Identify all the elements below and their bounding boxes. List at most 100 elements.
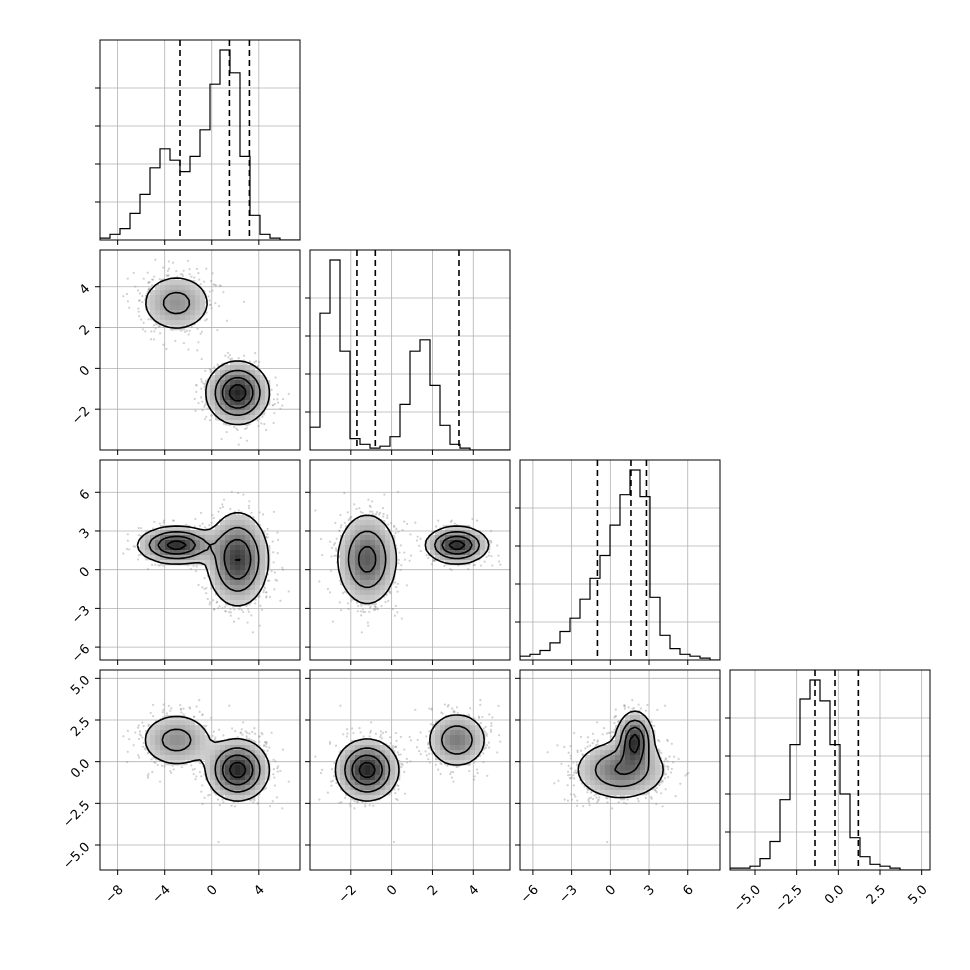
y-tick-label: 0 [77,363,93,379]
scatter-point [393,525,396,528]
density-cell [470,530,476,536]
density-cell [170,525,176,531]
scatter-point [229,611,232,614]
scatter-point [497,554,500,557]
scatter-point [152,527,155,530]
density-cell [470,555,476,561]
density-cell [260,390,266,396]
density-cell [265,395,271,401]
density-cell [200,300,206,306]
scatter-point [161,278,164,281]
scatter-point [382,515,385,518]
density-cell [470,545,476,551]
scatter-point [257,424,260,428]
scatter-point [396,590,399,593]
scatter-point [126,300,130,303]
density-cell [215,525,221,531]
scatter-point [229,358,232,361]
density-cell [155,310,161,316]
density-cell [185,310,191,316]
density-cell [250,520,256,526]
scatter-point [499,563,502,566]
scatter-point [329,569,333,572]
scatter-point [227,356,230,359]
scatter-point [213,283,216,286]
density-cell [185,545,191,551]
density-cell [355,540,361,546]
density-cell [340,535,346,541]
contour-line [148,526,260,592]
density-cell [225,520,231,526]
density-cell [155,550,161,556]
scatter-point [260,422,263,425]
scatter-point [346,511,349,514]
density-cell [440,535,446,541]
density-cell [430,550,436,556]
density-cell [195,305,201,311]
density-cell [340,540,346,546]
scatter-point [359,610,363,613]
scatter-point [262,588,266,592]
density-cell [220,555,226,561]
contour-line [228,384,247,402]
density-cell [345,565,351,571]
density-cell [190,300,196,306]
density-cell [220,545,226,551]
scatter-point [271,540,274,543]
density-cell [170,285,176,291]
scatter-point [273,411,276,415]
density-cell [230,570,236,576]
density-cell [220,415,226,421]
scatter-point [380,604,383,608]
scatter-point [396,611,399,614]
density-cell [225,560,231,566]
scatter-point [229,614,232,617]
scatter-point [378,513,381,516]
scatter-point [266,536,269,539]
scatter-point [182,341,186,345]
scatter-point [432,559,435,562]
scatter-point [397,562,400,565]
scatter-point [242,610,245,614]
density-cell [215,585,221,591]
scatter-point [182,269,185,272]
density-cell [365,550,371,556]
scatter-point [243,354,246,357]
density-cell [185,285,191,291]
density-cell [340,560,346,566]
density-cell [160,285,166,291]
density-cell [345,550,351,556]
density-cell [200,540,206,546]
density-cell [350,545,356,551]
density-cell [255,375,261,381]
density-cell [150,310,156,316]
density-cell [445,545,451,551]
scatter-point [218,605,221,608]
scatter-point [367,624,370,627]
scatter-point [330,555,333,558]
density-cell [175,320,181,326]
scatter-point [167,274,170,277]
scatter-point [471,517,474,521]
density-cell [235,520,241,526]
density-cell [200,310,206,316]
density-cell [425,545,431,551]
density-cell [455,550,461,556]
scatter-point [314,509,317,512]
density-cell [225,590,231,596]
scatter-point [340,524,343,527]
density-cell [355,570,361,576]
density-cell [205,395,211,401]
scatter-point [233,620,236,623]
scatter-point [389,592,392,595]
density-cell [480,550,486,556]
density-cell [435,545,441,551]
scatter-point [387,599,390,603]
density-cell [260,380,266,386]
density-cell [370,560,376,566]
scatter-point [210,279,213,282]
density-cell [230,360,236,366]
density-cell [255,590,261,596]
density-cell [240,365,246,371]
